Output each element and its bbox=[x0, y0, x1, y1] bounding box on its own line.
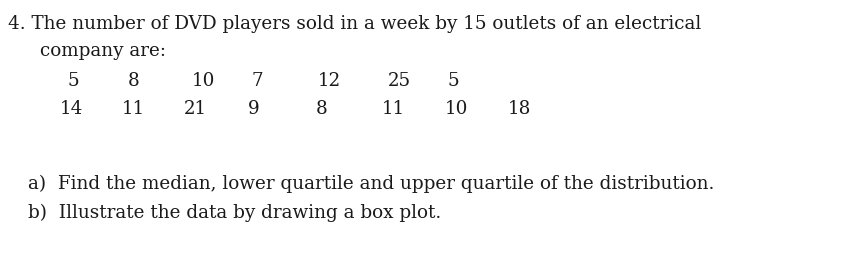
Text: a)  Find the median, lower quartile and upper quartile of the distribution.: a) Find the median, lower quartile and u… bbox=[28, 175, 713, 193]
Text: 11: 11 bbox=[122, 100, 145, 118]
Text: 8: 8 bbox=[127, 72, 139, 90]
Text: 18: 18 bbox=[507, 100, 531, 118]
Text: 9: 9 bbox=[247, 100, 259, 118]
Text: 14: 14 bbox=[60, 100, 84, 118]
Text: 5: 5 bbox=[447, 72, 459, 90]
Text: 10: 10 bbox=[192, 72, 215, 90]
Text: 21: 21 bbox=[184, 100, 207, 118]
Text: 8: 8 bbox=[316, 100, 327, 118]
Text: 4. The number of DVD players sold in a week by 15 outlets of an electrical: 4. The number of DVD players sold in a w… bbox=[8, 15, 701, 33]
Text: 11: 11 bbox=[381, 100, 405, 118]
Text: company are:: company are: bbox=[40, 42, 165, 60]
Text: 7: 7 bbox=[252, 72, 263, 90]
Text: 10: 10 bbox=[445, 100, 468, 118]
Text: 5: 5 bbox=[68, 72, 79, 90]
Text: 25: 25 bbox=[387, 72, 411, 90]
Text: b)  Illustrate the data by drawing a box plot.: b) Illustrate the data by drawing a box … bbox=[28, 204, 441, 222]
Text: 12: 12 bbox=[317, 72, 341, 90]
